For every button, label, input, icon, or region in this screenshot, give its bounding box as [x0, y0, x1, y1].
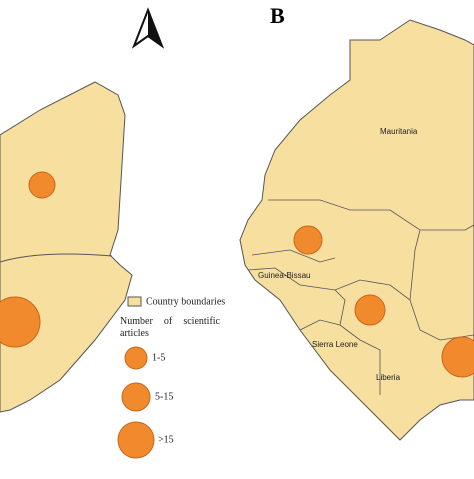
legend-size-label: >15: [158, 434, 174, 445]
legend-size-label: 5-15: [155, 391, 173, 402]
land-left: [0, 81, 133, 413]
legend-circle: [117, 421, 155, 459]
site-circle: [441, 336, 474, 378]
legend-size-label: 1-5: [152, 352, 165, 363]
border: [0, 253, 113, 263]
site-circle: [28, 171, 56, 199]
legend-circle: [121, 382, 151, 412]
site-circle: [293, 225, 323, 255]
place-label: Sierra Leone: [312, 340, 358, 349]
place-label: Liberia: [376, 373, 401, 382]
site-circle: [0, 296, 41, 348]
legend-swatch: [127, 296, 142, 307]
borders: [247, 199, 474, 395]
panel-label: B: [270, 3, 285, 28]
place-label: Mauritania: [380, 127, 418, 136]
site-circle: [354, 294, 386, 326]
legend-circle: [124, 346, 148, 370]
legend-label: Country boundaries: [146, 296, 225, 307]
north-arrow-half: [148, 10, 162, 46]
legend-size-title: Number of scientific articles: [120, 316, 220, 339]
place-label: Guinea-Bissau: [258, 271, 310, 280]
